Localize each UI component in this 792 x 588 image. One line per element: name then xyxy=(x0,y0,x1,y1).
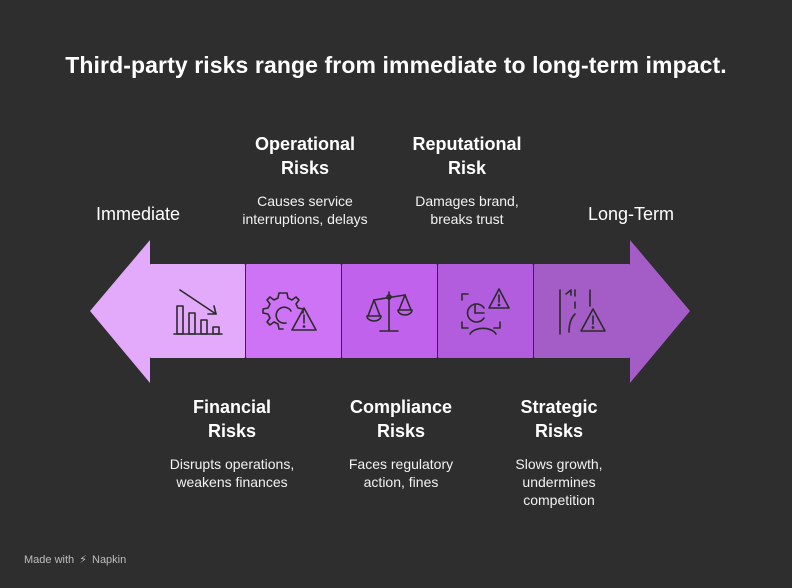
operational-risk-desc-line2: interruptions, delays xyxy=(242,211,368,227)
reputational-risk-desc-line1: Damages brand, xyxy=(415,193,519,209)
balance-scale-icon xyxy=(366,291,413,332)
financial-risk-segment xyxy=(150,264,245,358)
strategic-risk-title-line1: Strategic xyxy=(520,397,598,417)
immediate-label: Immediate xyxy=(96,204,181,224)
right-arrowhead xyxy=(630,240,690,383)
financial-risk-title-line2: Risks xyxy=(207,421,257,441)
left-arrowhead xyxy=(90,240,150,383)
strategic-risk-segment xyxy=(534,264,630,358)
reputational-risk-title-line2: Risk xyxy=(447,158,487,178)
operational-risk-title-line2: Risks xyxy=(280,158,330,178)
operational-risk-desc-line1: Causes service xyxy=(257,193,353,209)
operational-risk-block: Operational Risks Causes service interru… xyxy=(230,132,380,228)
compliance-risk-desc-line1: Faces regulatory xyxy=(348,456,454,472)
compliance-risk-desc-line2: action, fines xyxy=(363,474,439,490)
strategic-risk-title-line2: Risks xyxy=(534,421,584,441)
financial-risk-title-line1: Financial xyxy=(192,397,272,417)
compliance-risk-title-line1: Compliance xyxy=(349,397,453,417)
made-with-label: Made with xyxy=(24,554,75,566)
operational-risk-title-line1: Operational xyxy=(254,134,356,154)
napkin-brand-label: Napkin xyxy=(92,554,127,566)
long-term-label: Long-Term xyxy=(588,204,675,224)
compliance-risk-title-line2: Risks xyxy=(376,421,426,441)
road-warning-icon xyxy=(559,289,606,335)
strategic-risk-desc-line3: competition xyxy=(523,492,595,508)
financial-risk-desc-line1: Disrupts operations, xyxy=(169,456,295,472)
reputational-risk-title-line1: Reputational xyxy=(412,134,522,154)
strategic-risk-desc-line1: Slows growth, xyxy=(515,456,603,472)
made-with-napkin-footer[interactable]: Made with ⚡︎ Napkin xyxy=(24,553,126,566)
financial-risk-desc-line2: weakens finances xyxy=(176,474,288,490)
napkin-logo-icon: ⚡︎ xyxy=(79,554,87,566)
reputational-risk-block: Reputational Risk Damages brand, breaks … xyxy=(392,132,542,228)
reputational-risk-segment xyxy=(438,264,533,358)
strategic-risk-desc-line2: undermines xyxy=(522,474,596,490)
page-title: Third-party risks range from immediate t… xyxy=(65,52,727,78)
gear-warning-icon xyxy=(262,292,317,331)
reputational-risk-desc-line2: breaks trust xyxy=(430,211,504,227)
financial-risk-block: Financial Risks Disrupts operations, wea… xyxy=(157,395,307,491)
strategic-risk-block: Strategic Risks Slows growth, undermines… xyxy=(484,395,634,509)
operational-risk-segment xyxy=(246,264,341,358)
declining-bar-chart-icon xyxy=(173,289,223,335)
compliance-risk-block: Compliance Risks Faces regulatory action… xyxy=(326,395,476,491)
person-chart-warning-icon xyxy=(461,288,510,335)
